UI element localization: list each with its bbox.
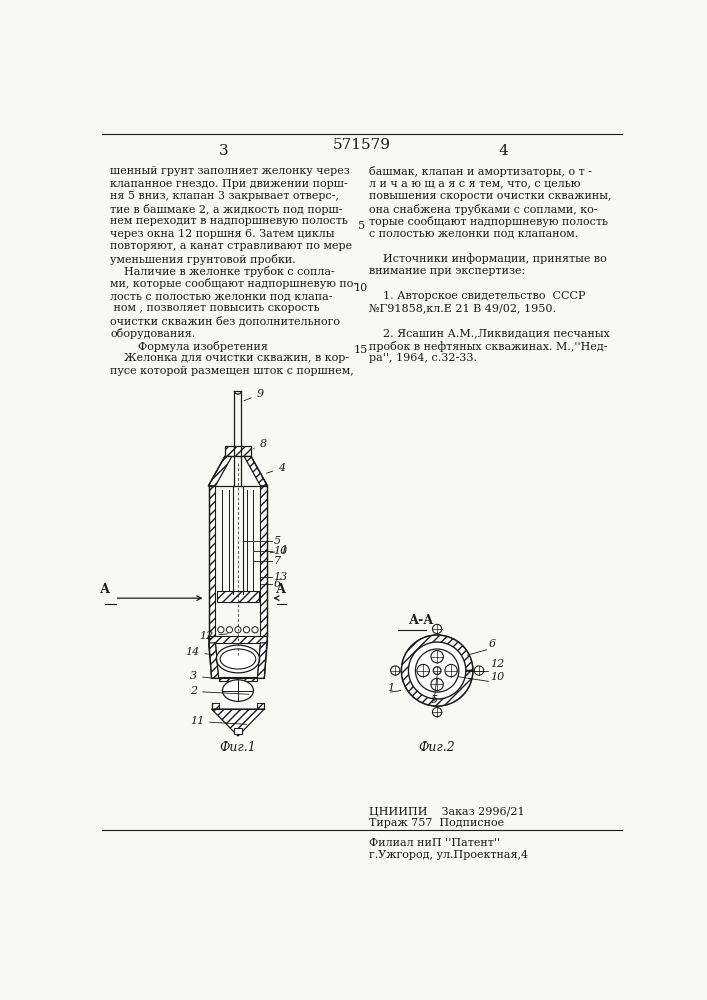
Text: Филиал ниП ''Патент'': Филиал ниП ''Патент'' xyxy=(369,838,500,848)
Text: 1. Авторское свидетельство  СССР: 1. Авторское свидетельство СССР xyxy=(369,291,585,301)
Text: 4: 4 xyxy=(267,463,286,473)
Text: тие в башмаке 2, а жидкость под порш-: тие в башмаке 2, а жидкость под порш- xyxy=(110,204,343,215)
Bar xyxy=(218,677,257,681)
Text: торые сообщают надпоршневую полость: торые сообщают надпоршневую полость xyxy=(369,216,608,227)
Text: №Γ91858,кл.Е 21 В 49/02, 1950.: №Γ91858,кл.Е 21 В 49/02, 1950. xyxy=(369,303,556,313)
Polygon shape xyxy=(209,643,218,678)
Text: А: А xyxy=(276,583,286,596)
Circle shape xyxy=(433,708,442,717)
Text: л и ч а ю щ а я с я тем, что, с целью: л и ч а ю щ а я с я тем, что, с целью xyxy=(369,179,580,189)
Text: она снабжена трубками с соплами, ко-: она снабжена трубками с соплами, ко- xyxy=(369,204,597,215)
Text: ми, которые сообщают надпоршневую по-: ми, которые сообщают надпоршневую по- xyxy=(110,278,357,289)
Polygon shape xyxy=(211,709,264,736)
Circle shape xyxy=(402,635,473,706)
Circle shape xyxy=(431,678,443,691)
Bar xyxy=(225,446,251,456)
Bar xyxy=(257,703,264,709)
Text: 3: 3 xyxy=(219,144,229,158)
Text: 2. Ясашин А.М.,Ликвидация песчаных: 2. Ясашин А.М.,Ликвидация песчаных xyxy=(369,328,610,338)
Text: ра'', 1964, с.32-33.: ра'', 1964, с.32-33. xyxy=(369,353,477,363)
Text: 3: 3 xyxy=(190,671,217,681)
Text: ном , позволяет повысить скорость: ном , позволяет повысить скорость xyxy=(110,303,320,313)
Text: уменьшения грунтовой пробки.: уменьшения грунтовой пробки. xyxy=(110,254,296,265)
Circle shape xyxy=(417,664,429,677)
Text: 12: 12 xyxy=(199,631,228,641)
Text: Фиг.2: Фиг.2 xyxy=(419,741,455,754)
Text: ,: , xyxy=(361,133,364,143)
Circle shape xyxy=(433,624,442,634)
Circle shape xyxy=(235,627,241,633)
Text: 1: 1 xyxy=(387,683,395,693)
Text: 6: 6 xyxy=(489,639,496,649)
Text: ЦНИИПИ    Заказ 2996/21: ЦНИИПИ Заказ 2996/21 xyxy=(369,807,525,817)
Polygon shape xyxy=(402,635,473,706)
Text: 15: 15 xyxy=(354,345,368,355)
Bar xyxy=(209,486,216,636)
Text: повышения скорости очистки скважины,: повышения скорости очистки скважины, xyxy=(369,191,612,201)
Text: пробок в нефтяных скважинах. М.,''Нед-: пробок в нефтяных скважинах. М.,''Нед- xyxy=(369,341,607,352)
Circle shape xyxy=(218,627,224,633)
Circle shape xyxy=(252,627,258,633)
Text: лость с полостью желонки под клапа-: лость с полостью желонки под клапа- xyxy=(110,291,332,301)
Text: г.Ужгород, ул.Проектная,4: г.Ужгород, ул.Проектная,4 xyxy=(369,850,528,860)
Text: внимание при экспертизе:: внимание при экспертизе: xyxy=(369,266,525,276)
Circle shape xyxy=(226,627,233,633)
Text: ня 5 вниз, клапан 3 закрывает отверс-,: ня 5 вниз, клапан 3 закрывает отверс-, xyxy=(110,191,339,201)
Text: Источники информации, принятые во: Источники информации, принятые во xyxy=(369,254,607,264)
Text: 1: 1 xyxy=(270,545,288,555)
Text: Фиг.1: Фиг.1 xyxy=(220,741,257,754)
Circle shape xyxy=(416,649,459,692)
Text: очистки скважин без дополнительного: очистки скважин без дополнительного xyxy=(110,316,340,326)
Text: через окна 12 поршня 6. Затем циклы: через окна 12 поршня 6. Затем циклы xyxy=(110,229,334,239)
Polygon shape xyxy=(209,456,232,486)
Text: Формула изобретения: Формула изобретения xyxy=(110,341,268,352)
Text: 9: 9 xyxy=(244,389,264,401)
Polygon shape xyxy=(257,643,267,678)
Bar xyxy=(234,728,242,734)
Circle shape xyxy=(474,666,484,675)
Ellipse shape xyxy=(216,645,259,673)
Ellipse shape xyxy=(223,680,253,701)
Text: 12: 12 xyxy=(490,659,504,669)
Bar xyxy=(217,591,259,602)
Circle shape xyxy=(445,664,457,677)
Text: Наличие в желонке трубок с сопла-: Наличие в желонке трубок с сопла- xyxy=(110,266,335,277)
Text: шенный грунт заполняет желонку через: шенный грунт заполняет желонку через xyxy=(110,166,350,176)
Circle shape xyxy=(391,666,400,675)
Text: 7: 7 xyxy=(274,556,281,566)
Text: 8: 8 xyxy=(254,439,267,449)
Text: нем переходит в надпоршневую полость: нем переходит в надпоршневую полость xyxy=(110,216,348,226)
Bar xyxy=(209,636,267,643)
Circle shape xyxy=(431,651,443,663)
Text: повторяют, а канат стравливают по мере: повторяют, а канат стравливают по мере xyxy=(110,241,352,251)
Text: А: А xyxy=(100,583,110,596)
Text: 10: 10 xyxy=(490,672,504,682)
Text: 5: 5 xyxy=(431,695,438,705)
Ellipse shape xyxy=(220,649,256,669)
Text: 13: 13 xyxy=(274,572,288,582)
Text: 2: 2 xyxy=(190,686,249,696)
Text: 6: 6 xyxy=(274,579,281,589)
Text: 10: 10 xyxy=(354,283,368,293)
Bar xyxy=(260,486,267,636)
Circle shape xyxy=(433,667,441,674)
Text: с полостью желонки под клапаном.: с полостью желонки под клапаном. xyxy=(369,229,578,239)
Circle shape xyxy=(243,627,250,633)
Text: 11: 11 xyxy=(190,716,247,726)
Text: башмак, клапан и амортизаторы, о т -: башмак, клапан и амортизаторы, о т - xyxy=(369,166,592,177)
Text: 4: 4 xyxy=(498,144,508,158)
Text: 10: 10 xyxy=(274,546,288,556)
Text: клапанное гнездо. При движении порш-: клапанное гнездо. При движении порш- xyxy=(110,179,348,189)
Bar xyxy=(211,703,218,709)
Text: 571579: 571579 xyxy=(333,138,391,152)
Text: пусе которой размещен шток с поршнем,: пусе которой размещен шток с поршнем, xyxy=(110,366,354,376)
Text: А-А: А-А xyxy=(409,614,435,627)
Text: Тираж 757  Подписное: Тираж 757 Подписное xyxy=(369,818,504,828)
Polygon shape xyxy=(244,456,267,486)
Text: 14: 14 xyxy=(185,647,214,657)
Text: Желонка для очистки скважин, в кор-: Желонка для очистки скважин, в кор- xyxy=(110,353,349,363)
Text: 5: 5 xyxy=(274,536,281,546)
Text: оборудования.: оборудования. xyxy=(110,328,195,339)
Text: 5: 5 xyxy=(358,221,365,231)
